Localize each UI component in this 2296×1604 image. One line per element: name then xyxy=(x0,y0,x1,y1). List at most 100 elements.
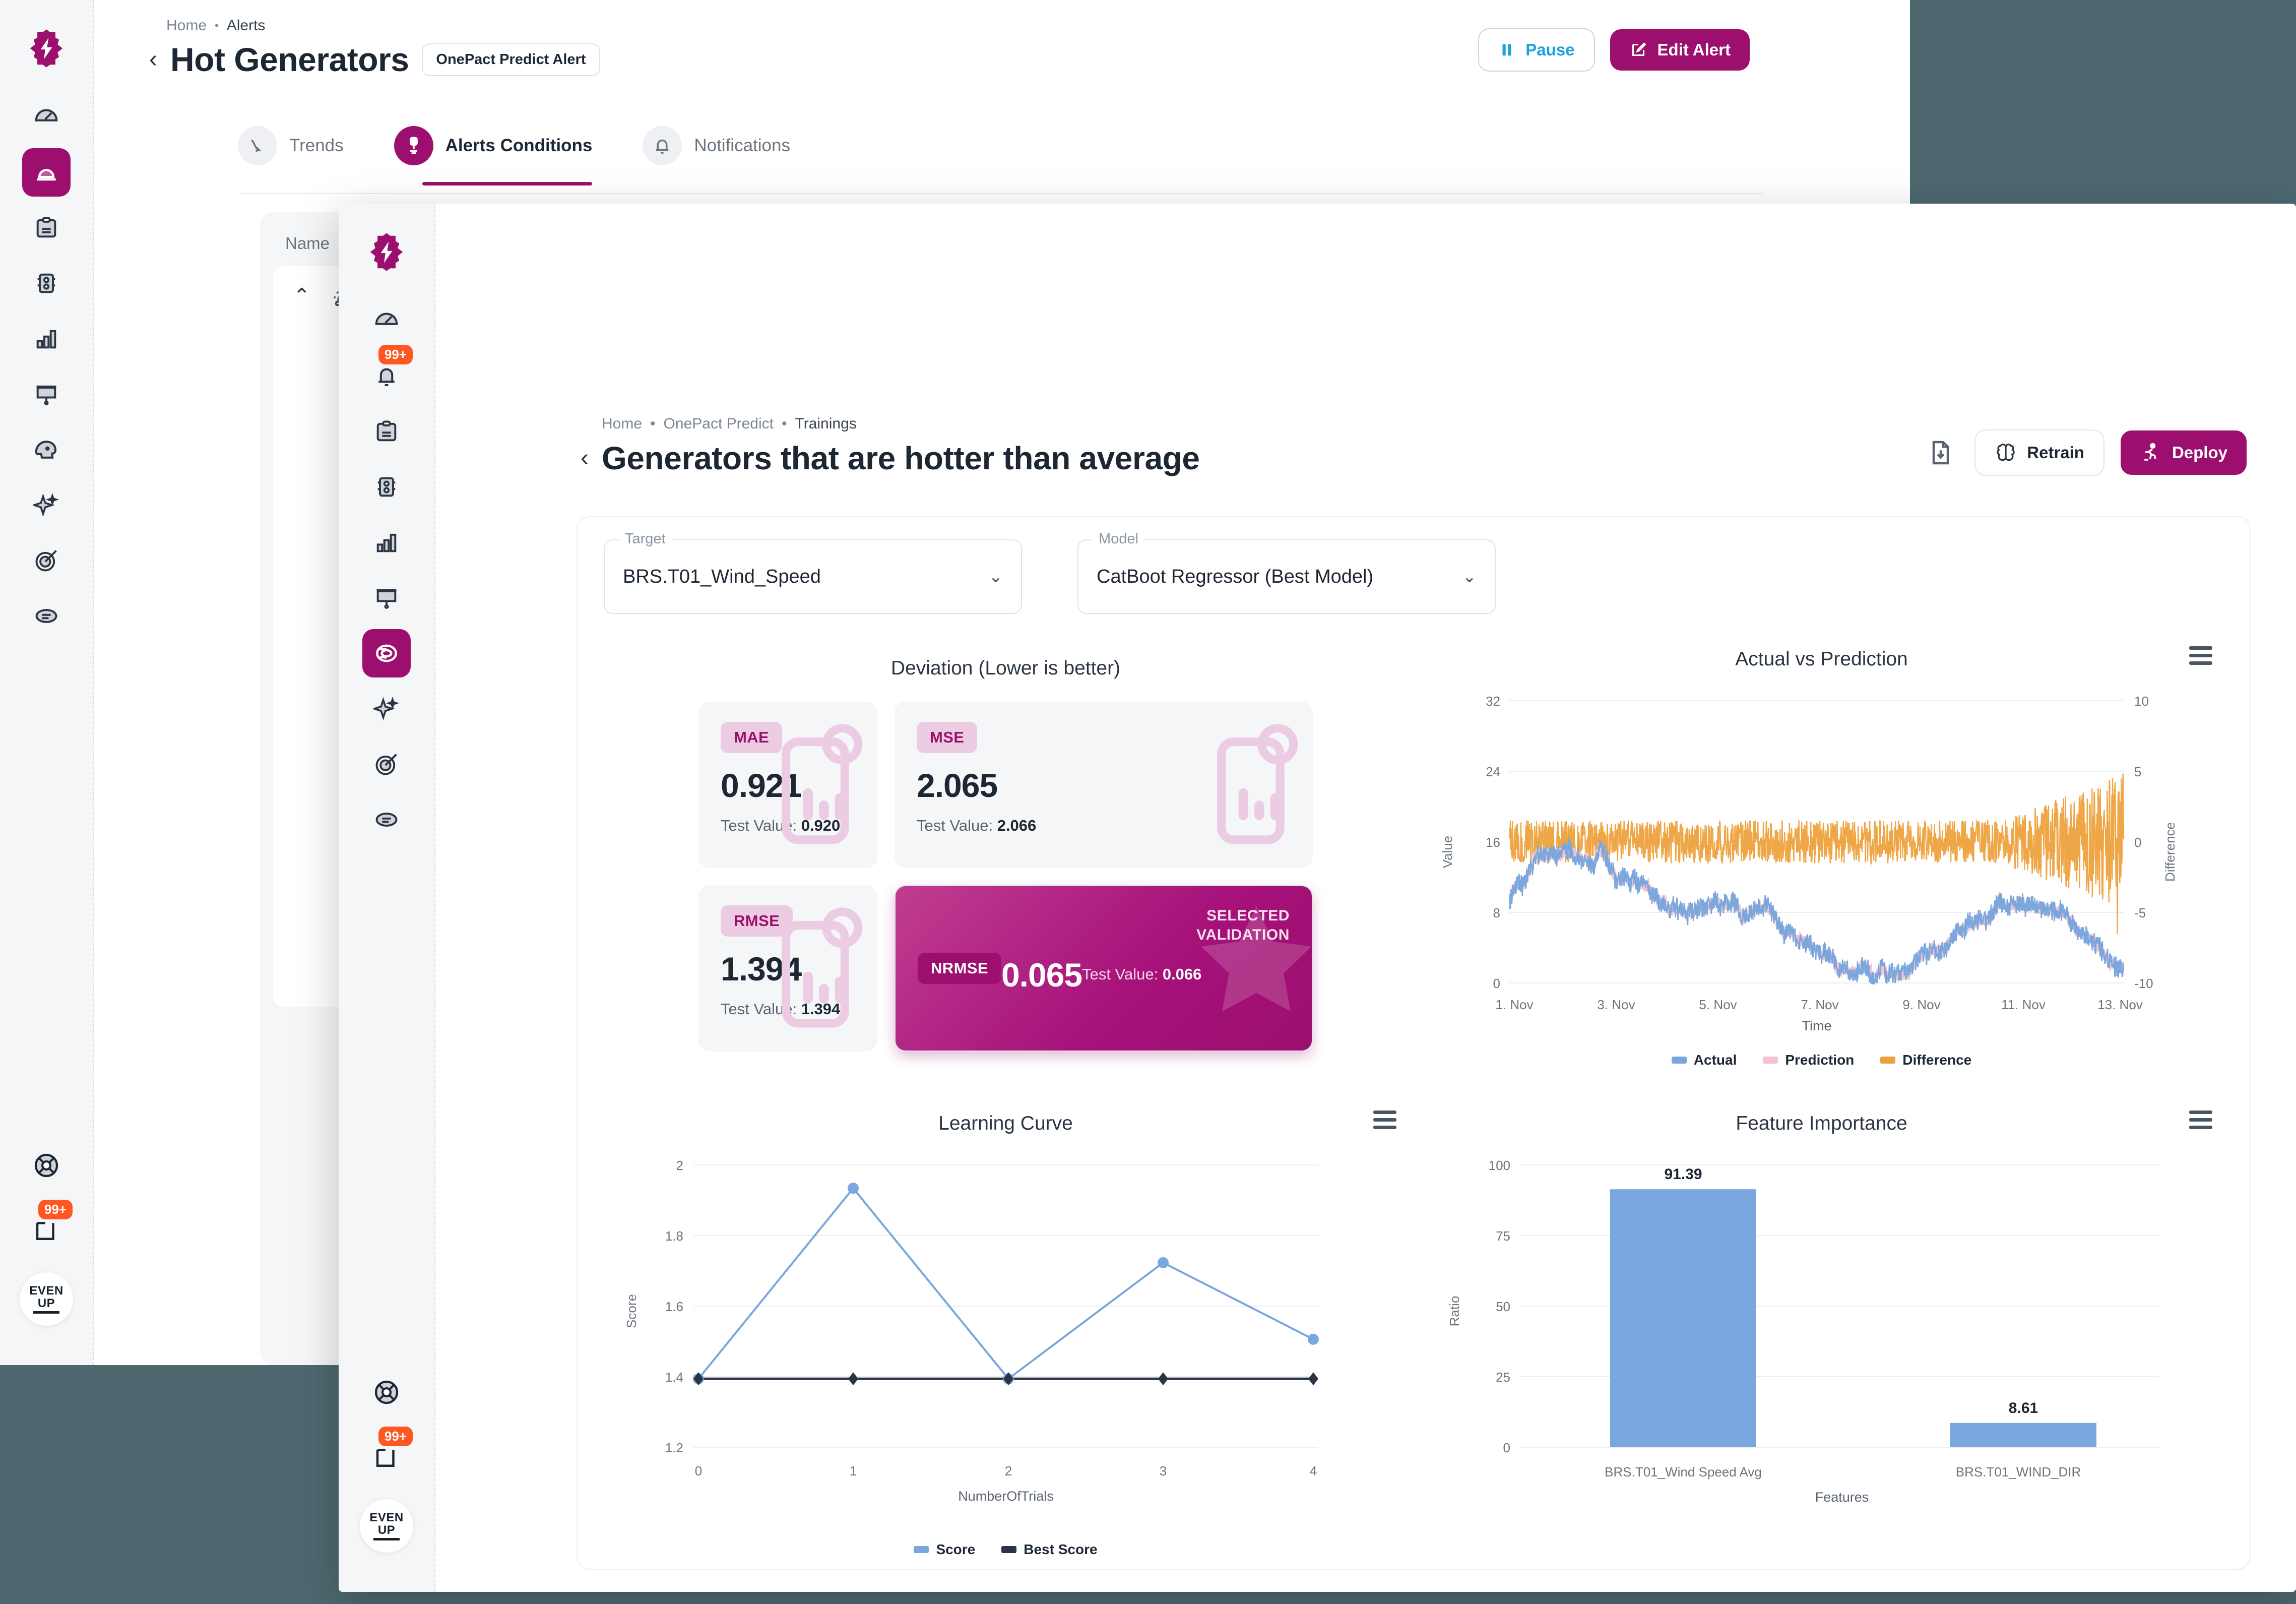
dashboard-grid: Deviation (Lower is better) MAE 0.921 Te… xyxy=(578,614,2250,1558)
sidebar-item-bar-chart[interactable] xyxy=(362,518,411,567)
learning-curve-chart: Learning Curve 2 1.8 1.6 1.4 1.2 xyxy=(598,1098,1414,1558)
sidebar-item-brain-head[interactable] xyxy=(22,425,71,474)
modal-title-row: ‹ Generators that are hotter than averag… xyxy=(581,440,1200,477)
sidebar-item-target[interactable] xyxy=(22,536,71,585)
legend-best-score[interactable]: Best Score xyxy=(1001,1541,1098,1558)
breadcrumb-home[interactable]: Home xyxy=(166,17,207,34)
breadcrumb-trainings[interactable]: Trainings xyxy=(795,415,857,432)
brain-icon xyxy=(1997,444,2015,461)
svg-text:Difference: Difference xyxy=(2162,822,2178,882)
model-select[interactable]: Model CatBoot Regressor (Best Model) ⌄ xyxy=(1077,531,1496,614)
sidebar-item-clipboard[interactable] xyxy=(362,407,411,456)
metric-card-mae[interactable]: MAE 0.921 Test Value: 0.920 xyxy=(698,702,877,868)
list-column-header-name: Name xyxy=(285,234,330,253)
sidebar-item-sparkle[interactable] xyxy=(22,481,71,529)
evenup-logo[interactable]: EVEN UP xyxy=(360,1499,413,1553)
breadcrumb-alerts[interactable]: Alerts xyxy=(226,17,266,34)
evenup-logo[interactable]: EVEN UP xyxy=(20,1272,73,1326)
gear-bolt-logo[interactable] xyxy=(22,24,71,73)
metric-card-nrmse[interactable]: NRMSE 0.065 Test Value: 0.066 SELECTED V… xyxy=(895,885,1313,1052)
sidebar-item-gauge[interactable] xyxy=(22,93,71,141)
sidebar-item-traffic-light[interactable] xyxy=(22,259,71,307)
sidebar-item-bar-chart[interactable] xyxy=(22,315,71,363)
breadcrumb-onepact-predict[interactable]: OnePact Predict xyxy=(663,415,774,432)
metric-chip: MAE xyxy=(721,722,783,753)
metric-card-mse[interactable]: MSE 2.065 Test Value: 2.066 xyxy=(895,702,1313,868)
bar xyxy=(1950,1423,2096,1447)
legend-best-score-label: Best Score xyxy=(1024,1541,1098,1557)
brand-line-2: UP xyxy=(377,1523,396,1537)
deploy-button[interactable]: Deploy xyxy=(2120,430,2247,475)
svg-text:0: 0 xyxy=(695,1463,702,1478)
sidebar-item-sparkle[interactable] xyxy=(362,685,411,733)
breadcrumb-home[interactable]: Home xyxy=(602,415,643,432)
edit-alert-button[interactable]: Edit Alert xyxy=(1610,29,1750,71)
edit-icon xyxy=(1632,42,1646,56)
chevron-up-icon[interactable]: ⌃ xyxy=(293,285,310,307)
sidebar-item-clipboard[interactable] xyxy=(22,204,71,252)
test-number: 2.066 xyxy=(997,817,1037,834)
svg-text:Ratio: Ratio xyxy=(1447,1296,1462,1327)
modal-title: Generators that are hotter than average xyxy=(601,440,1200,476)
feature-importance-plot: 100 75 50 25 0 Ratio 91.39 8.61 BRS.T01_Wind… xyxy=(1447,1158,2159,1505)
retrain-button[interactable]: Retrain xyxy=(1974,429,2104,476)
svg-text:5: 5 xyxy=(2134,764,2141,779)
chevron-down-icon[interactable]: ⌄ xyxy=(988,567,1003,586)
target-select[interactable]: Target BRS.T01_Wind_Speed ⌄ xyxy=(604,531,1022,614)
sidebar-item-alerts[interactable] xyxy=(22,148,71,197)
sidebar-item-traffic-light[interactable] xyxy=(362,463,411,511)
alert-conditions-icon xyxy=(394,126,433,165)
sidebar-item-presentation[interactable] xyxy=(362,574,411,622)
chart-menu-icon[interactable] xyxy=(2189,646,2212,669)
back-chevron-icon[interactable]: ‹ xyxy=(149,46,157,73)
legend-prediction-label: Prediction xyxy=(1785,1052,1855,1068)
gear-bolt-logo[interactable] xyxy=(362,228,411,276)
metric-card-rmse[interactable]: RMSE 1.394 Test Value: 1.394 xyxy=(698,885,877,1052)
legend-actual-label: Actual xyxy=(1693,1052,1737,1068)
modal-breadcrumb: Home • OnePact Predict • Trainings xyxy=(602,415,857,433)
pause-button[interactable]: Pause xyxy=(1478,28,1595,72)
target-select-value: BRS.T01_Wind_Speed xyxy=(623,566,821,587)
svg-text:2: 2 xyxy=(1005,1463,1012,1478)
tab-trends[interactable]: Trends xyxy=(238,126,344,186)
modal-rail-bottom: 99+ EVEN UP xyxy=(360,1368,413,1553)
tab-alerts-conditions[interactable]: Alerts Conditions xyxy=(394,126,592,186)
sidebar-item-gauge[interactable] xyxy=(362,296,411,345)
svg-text:3. Nov: 3. Nov xyxy=(1597,997,1635,1012)
sidebar-item-presentation[interactable] xyxy=(22,370,71,418)
deploy-label: Deploy xyxy=(2172,443,2227,462)
sidebar-item-target[interactable] xyxy=(362,740,411,788)
metric-test-value: Test Value: 0.066 xyxy=(1082,965,1201,983)
back-chevron-icon[interactable]: ‹ xyxy=(581,445,589,471)
window-icon[interactable]: 99+ xyxy=(362,1427,413,1482)
window-icon[interactable]: 99+ xyxy=(22,1200,73,1255)
metric-value: 0.065 xyxy=(1001,956,1082,994)
test-number: 0.066 xyxy=(1162,965,1202,983)
metric-chip: RMSE xyxy=(721,905,793,937)
chevron-down-icon[interactable]: ⌄ xyxy=(1462,567,1477,586)
sidebar-item-brain-head[interactable] xyxy=(362,629,411,677)
alerts-badge: 99+ xyxy=(378,345,413,365)
chart-menu-icon[interactable] xyxy=(2189,1111,2212,1133)
lifebuoy-icon[interactable] xyxy=(362,1368,411,1416)
legend-prediction[interactable]: Prediction xyxy=(1763,1052,1854,1068)
file-download-icon[interactable] xyxy=(1923,435,1958,470)
chart-menu-icon[interactable] xyxy=(1373,1111,1396,1133)
lifebuoy-icon[interactable] xyxy=(22,1141,71,1190)
target-select-label: Target xyxy=(619,531,672,547)
sidebar-item-alerts[interactable]: 99+ xyxy=(362,345,413,400)
svg-text:5. Nov: 5. Nov xyxy=(1699,997,1737,1012)
sidebar-item-chat[interactable] xyxy=(22,592,71,640)
svg-text:0: 0 xyxy=(1503,1440,1510,1455)
tab-bar-divider xyxy=(240,193,1764,194)
svg-text:9. Nov: 9. Nov xyxy=(1902,997,1940,1012)
tab-notifications[interactable]: Notifications xyxy=(643,126,790,186)
legend-actual[interactable]: Actual xyxy=(1671,1052,1737,1068)
rail-item-list xyxy=(22,93,71,640)
svg-text:2: 2 xyxy=(676,1158,683,1173)
legend-score[interactable]: Score xyxy=(914,1541,975,1558)
sidebar-item-chat[interactable] xyxy=(362,795,411,844)
legend-difference[interactable]: Difference xyxy=(1880,1052,1971,1068)
modal-nav-rail: 99+ xyxy=(339,204,435,1592)
svg-text:8: 8 xyxy=(1493,905,1500,920)
